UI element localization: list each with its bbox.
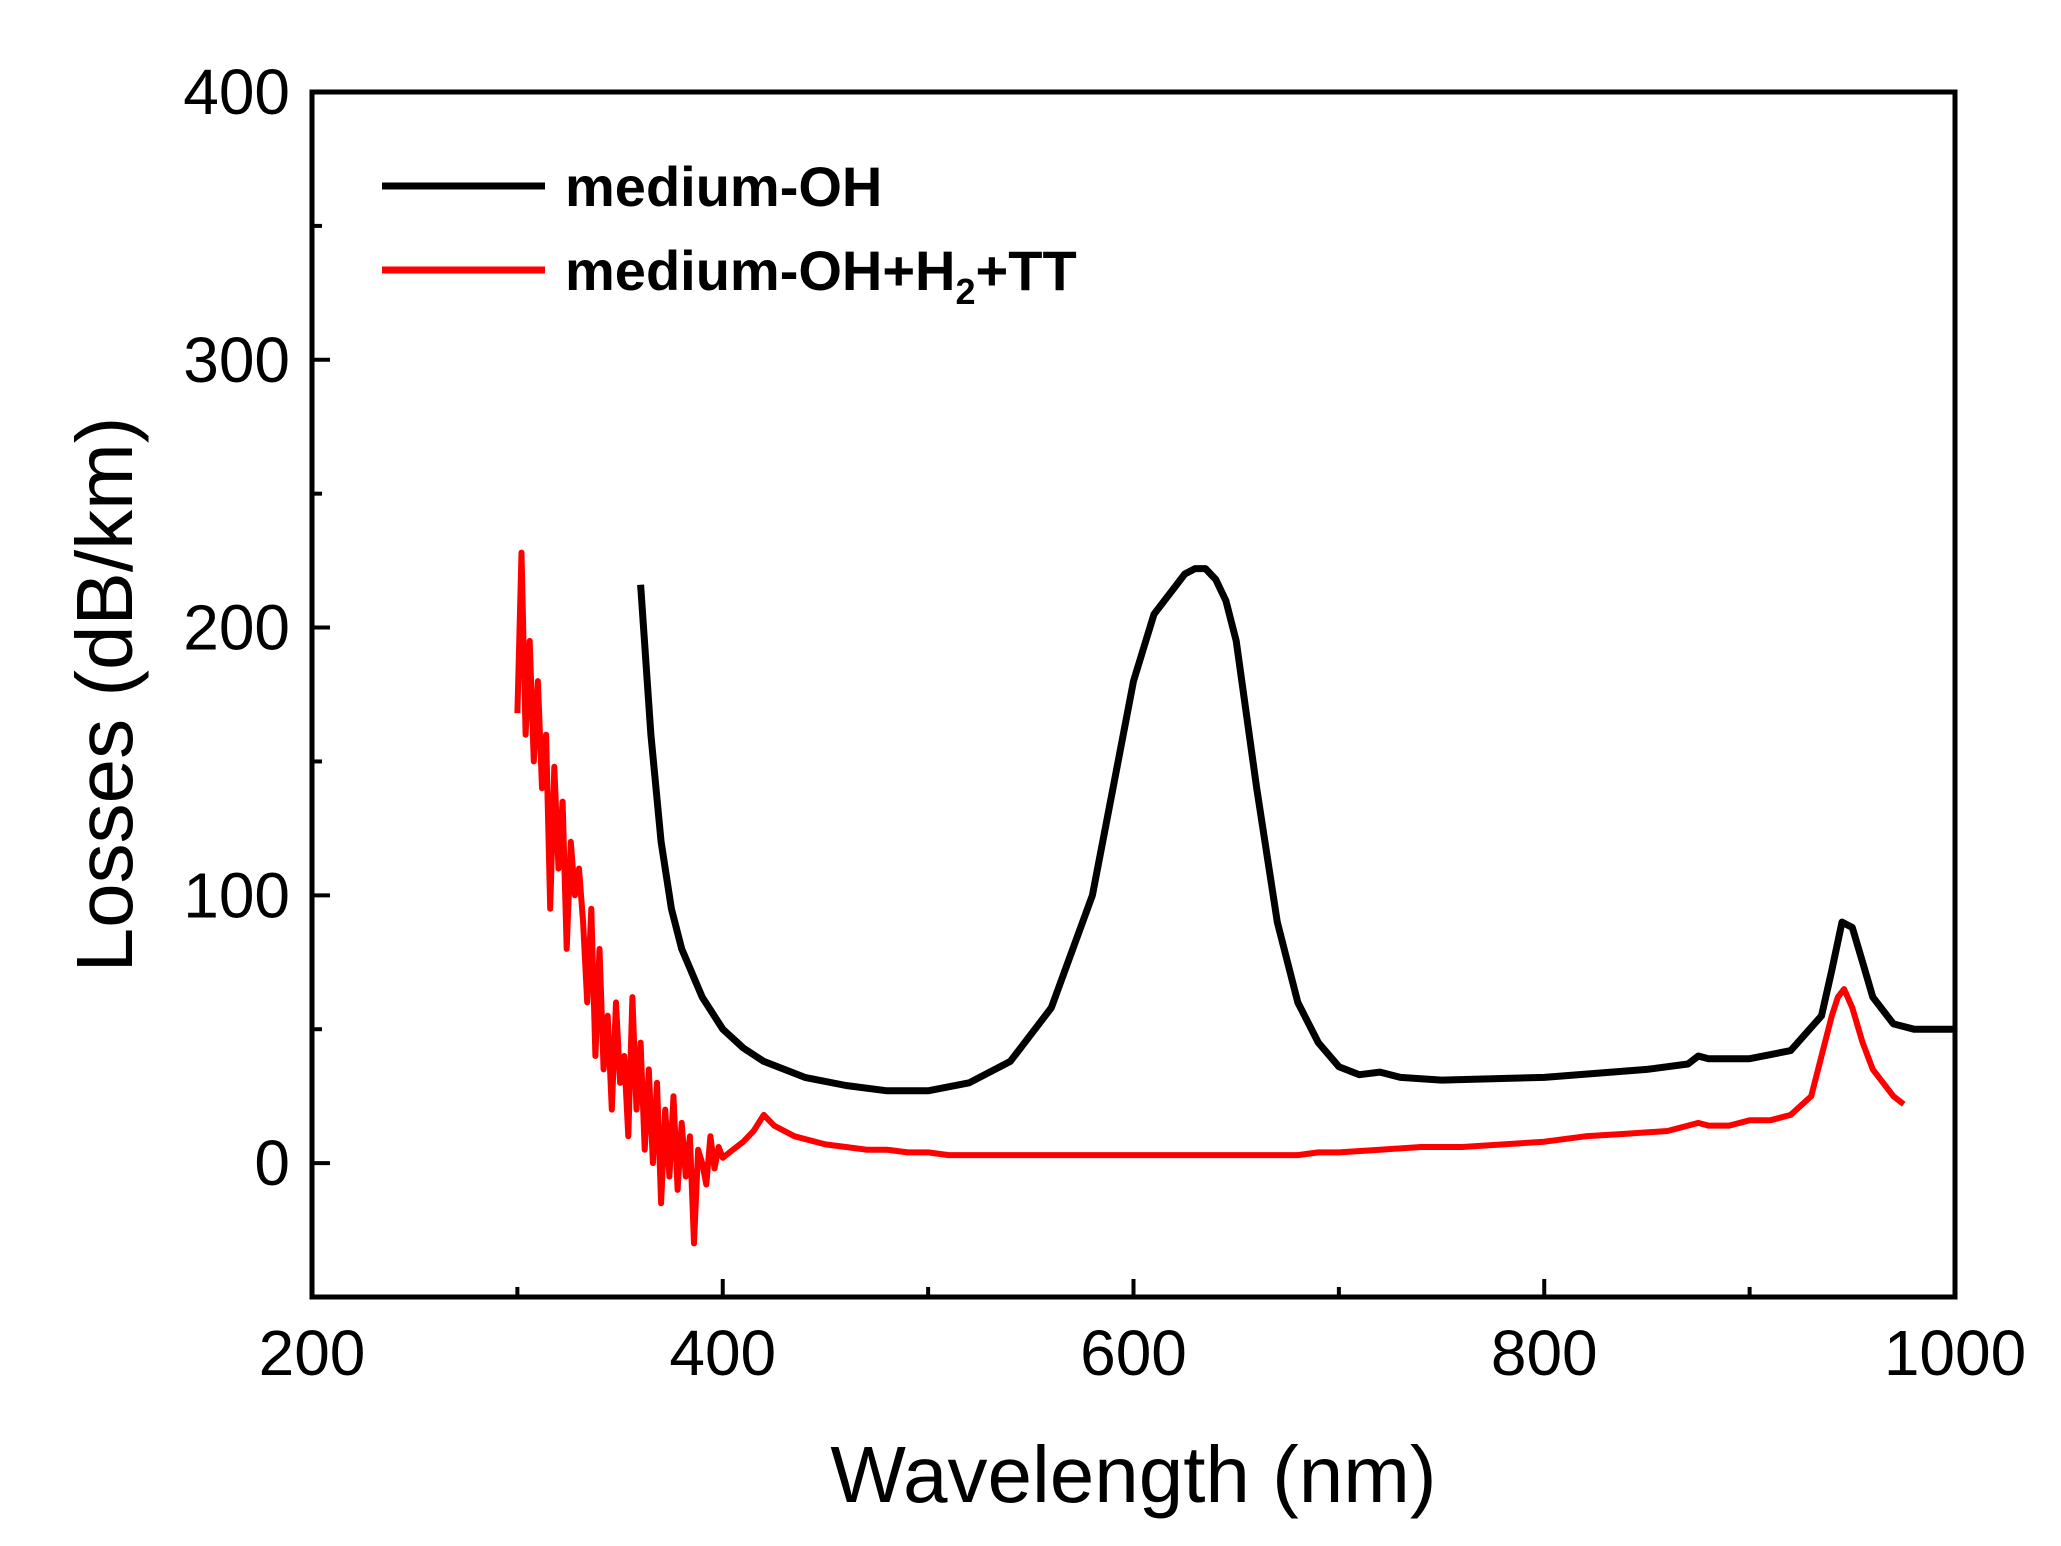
series-line-1 [514, 549, 1906, 1247]
legend-label-medium-oh: medium-OH [565, 155, 882, 218]
x-tick-label: 1000 [1884, 1317, 2026, 1389]
y-tick-label: 100 [183, 859, 290, 931]
x-tick-label: 600 [1080, 1317, 1187, 1389]
x-axis-title: Wavelength (nm) [830, 1430, 1436, 1519]
y-tick-label: 300 [183, 324, 290, 396]
y-tick-label: 400 [183, 56, 290, 128]
x-tick-label: 400 [669, 1317, 776, 1389]
y-tick-label: 200 [183, 592, 290, 664]
y-axis-ticks: 0 100 200 300 400 [183, 56, 330, 1199]
y-axis-title: Losses (dB/km) [60, 417, 149, 973]
y-tick-label: 0 [254, 1127, 290, 1199]
series-layer [514, 549, 1955, 1247]
series-line-0 [637, 565, 1955, 1095]
legend: medium-OH medium-OH+H2+TT [382, 155, 1077, 312]
x-axis-ticks: 200 400 600 800 1000 [259, 1279, 2026, 1389]
x-tick-label: 200 [259, 1317, 366, 1389]
legend-label-medium-oh-h2-tt: medium-OH+H2+TT [565, 239, 1077, 312]
x-tick-label: 800 [1491, 1317, 1598, 1389]
